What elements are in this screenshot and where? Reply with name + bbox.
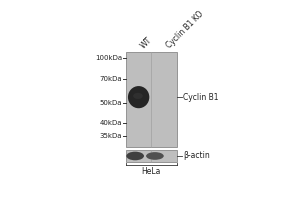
Text: 70kDa: 70kDa bbox=[100, 76, 122, 82]
Text: Cyclin B1 KO: Cyclin B1 KO bbox=[164, 10, 205, 50]
Text: 35kDa: 35kDa bbox=[100, 133, 122, 139]
Bar bbox=[126, 52, 177, 147]
Text: HeLa: HeLa bbox=[142, 167, 161, 176]
Ellipse shape bbox=[128, 86, 149, 108]
Ellipse shape bbox=[126, 152, 144, 160]
Bar bbox=[126, 150, 177, 162]
Text: 100kDa: 100kDa bbox=[95, 55, 122, 61]
Text: Cyclin B1: Cyclin B1 bbox=[183, 93, 218, 102]
Text: β-actin: β-actin bbox=[183, 151, 210, 160]
Text: 40kDa: 40kDa bbox=[100, 120, 122, 126]
Text: WT: WT bbox=[139, 35, 154, 50]
Text: 50kDa: 50kDa bbox=[100, 100, 122, 106]
Ellipse shape bbox=[133, 93, 143, 99]
Ellipse shape bbox=[146, 152, 164, 160]
